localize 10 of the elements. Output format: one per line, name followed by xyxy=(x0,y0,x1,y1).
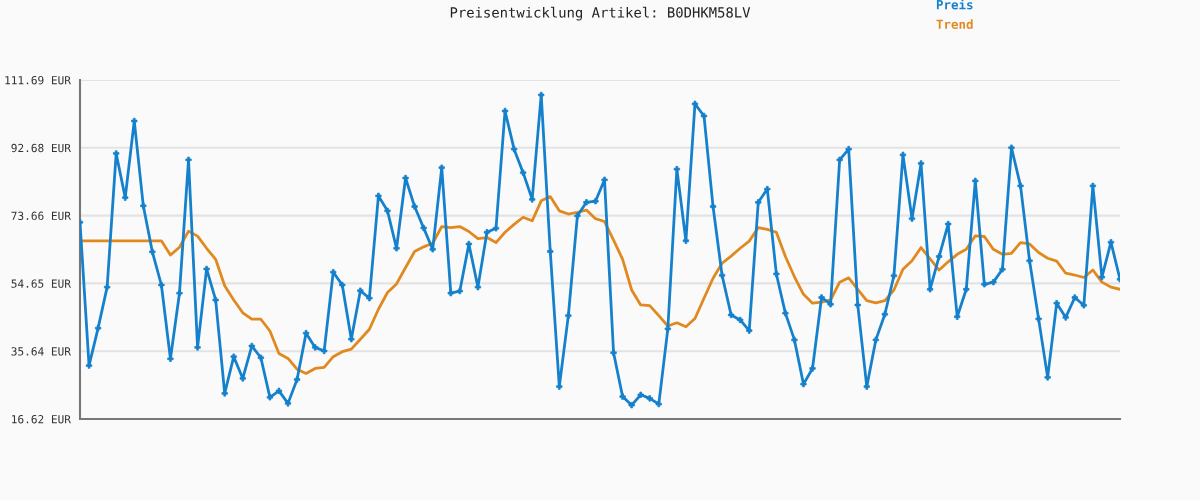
text: Preis xyxy=(936,0,973,10)
y-tick-label: 35.64 EUR xyxy=(11,347,71,356)
text: Trend xyxy=(936,19,973,29)
chart-title: Preisentwicklung Artikel: B0DHKM58LV xyxy=(450,6,751,21)
y-tick-label: 73.66 EUR xyxy=(11,211,71,221)
y-tick-label: 16.62 EUR xyxy=(12,415,71,424)
y-tick-label: 92.68 EUR xyxy=(11,143,71,153)
y-tick-label: 54.65 EUR xyxy=(11,279,71,288)
y-tick-label: 111.69 EUR xyxy=(5,76,71,85)
line-series xyxy=(80,195,1120,375)
